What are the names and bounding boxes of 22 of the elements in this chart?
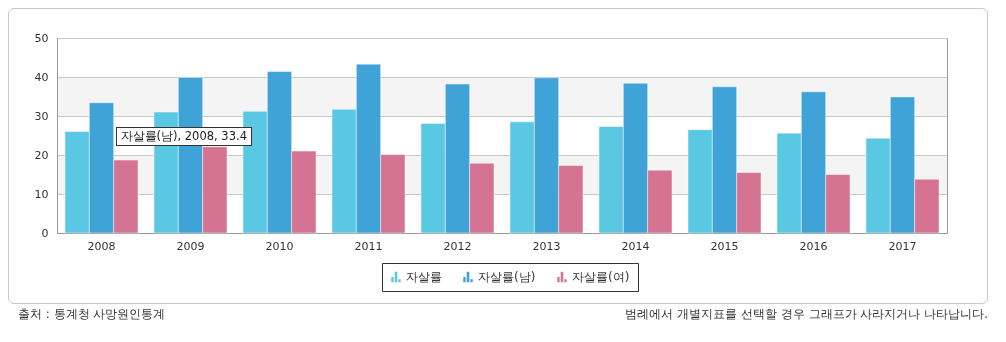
x-tick-label: 2017 [888, 239, 917, 253]
y-tick-label: 10 [34, 187, 49, 201]
y-tick-label: 50 [34, 31, 49, 45]
source-note: 출처 : 통계청 사망원인통계 [18, 306, 166, 323]
x-tick-label: 2008 [87, 239, 116, 253]
y-tick-label: 20 [34, 148, 49, 162]
x-tick-label: 2012 [443, 239, 472, 253]
x-tick-label: 2009 [176, 239, 205, 253]
x-tick-label: 2016 [799, 239, 828, 253]
text: 범례에서 개별지표를 선택할 경우 그래프가 사라지거나 나타납니다. [625, 306, 988, 323]
x-tick-label: 2015 [710, 239, 739, 253]
legend-label: 자살률(여) [572, 270, 630, 284]
x-tick-label: 2011 [354, 239, 383, 253]
y-tick-label: 40 [34, 70, 49, 84]
x-tick-label: 2014 [621, 239, 650, 253]
legend-label: 자살률(남) [478, 270, 536, 284]
x-tick-label: 2010 [265, 239, 294, 253]
y-tick-label: 0 [41, 226, 49, 240]
annotation: 자살률(남), 2008, 33.4 [115, 126, 252, 146]
y-tick-label: 30 [34, 109, 49, 123]
x-tick-label: 2013 [532, 239, 561, 253]
legend-label: 자살률 [406, 270, 442, 284]
